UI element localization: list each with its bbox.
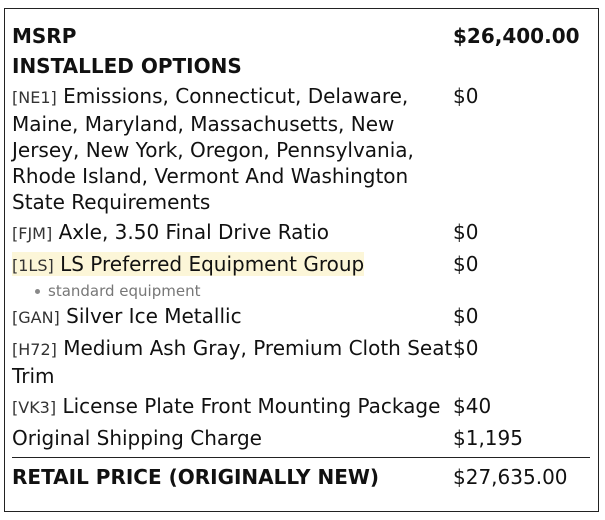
msrp-row: MSRP $26,400.00 — [12, 21, 590, 51]
option-price: $0 — [453, 336, 479, 360]
option-row: [VK3] License Plate Front Mounting Packa… — [12, 391, 590, 423]
shipping-row: Original Shipping Charge $1,195 — [12, 423, 590, 453]
option-description: License Plate Front Mounting Package — [62, 394, 441, 418]
option-row: [H72] Medium Ash Gray, Premium Cloth Sea… — [12, 333, 590, 391]
option-code: [1LS] — [12, 256, 54, 275]
option-row: [GAN] Silver Ice Metallic $0 — [12, 301, 590, 333]
msrp-price: $26,400.00 — [453, 24, 580, 48]
option-description: Emissions, Connecticut, Delaware, Maine,… — [12, 84, 414, 214]
option-code: [VK3] — [12, 398, 57, 417]
rows: MSRP $26,400.00 INSTALLED OPTIONS [NE1] Emi… — [12, 21, 590, 492]
option-description: Axle, 3.50 Final Drive Ratio — [58, 220, 330, 244]
note-text: standard equipment — [48, 282, 201, 300]
option-price: $0 — [453, 220, 479, 244]
option-row: [1LS] LS Preferred Equipment Group $0 — [12, 249, 590, 281]
option-cell: [1LS] LS Preferred Equipment Group — [12, 251, 453, 279]
option-cell: [H72] Medium Ash Gray, Premium Cloth Sea… — [12, 335, 453, 389]
shipping-label: Original Shipping Charge — [12, 426, 262, 450]
options-heading-row: INSTALLED OPTIONS — [12, 51, 590, 81]
option-description: Silver Ice Metallic — [66, 304, 242, 328]
option-cell: [VK3] License Plate Front Mounting Packa… — [12, 393, 453, 421]
option-text: [VK3] License Plate Front Mounting Packa… — [12, 394, 440, 418]
option-code: [FJM] — [12, 224, 53, 243]
total-price: $27,635.00 — [453, 465, 568, 489]
option-text: [GAN] Silver Ice Metallic — [12, 304, 242, 328]
option-text: [H72] Medium Ash Gray, Premium Cloth Sea… — [12, 336, 452, 388]
total-row: RETAIL PRICE (ORIGINALLY NEW) $27,635.00 — [12, 457, 590, 492]
total-label: RETAIL PRICE (ORIGINALLY NEW) — [12, 465, 380, 489]
option-description: Medium Ash Gray, Premium Cloth Seat Trim — [12, 336, 453, 388]
option-cell: [GAN] Silver Ice Metallic — [12, 303, 453, 331]
option-text: [FJM] Axle, 3.50 Final Drive Ratio — [12, 220, 329, 244]
option-description: LS Preferred Equipment Group — [60, 252, 365, 276]
option-row: [FJM] Axle, 3.50 Final Drive Ratio $0 — [12, 217, 590, 249]
option-code: [NE1] — [12, 88, 57, 107]
option-row: [NE1] Emissions, Connecticut, Delaware, … — [12, 81, 590, 217]
options-heading: INSTALLED OPTIONS — [12, 54, 242, 78]
shipping-price: $1,195 — [453, 426, 523, 450]
option-price: $0 — [453, 304, 479, 328]
option-code: [H72] — [12, 340, 57, 359]
option-price: $0 — [453, 84, 479, 108]
option-code: [GAN] — [12, 308, 60, 327]
option-note: standard equipment — [12, 281, 590, 301]
option-cell: [NE1] Emissions, Connecticut, Delaware, … — [12, 83, 453, 215]
option-text: [NE1] Emissions, Connecticut, Delaware, … — [12, 84, 414, 214]
option-cell: [FJM] Axle, 3.50 Final Drive Ratio — [12, 219, 453, 247]
option-price: $40 — [453, 394, 492, 418]
msrp-label: MSRP — [12, 24, 77, 48]
price-sheet: MSRP $26,400.00 INSTALLED OPTIONS [NE1] Emi… — [4, 8, 599, 512]
option-price: $0 — [453, 252, 479, 276]
option-text: [1LS] LS Preferred Equipment Group — [12, 252, 365, 276]
